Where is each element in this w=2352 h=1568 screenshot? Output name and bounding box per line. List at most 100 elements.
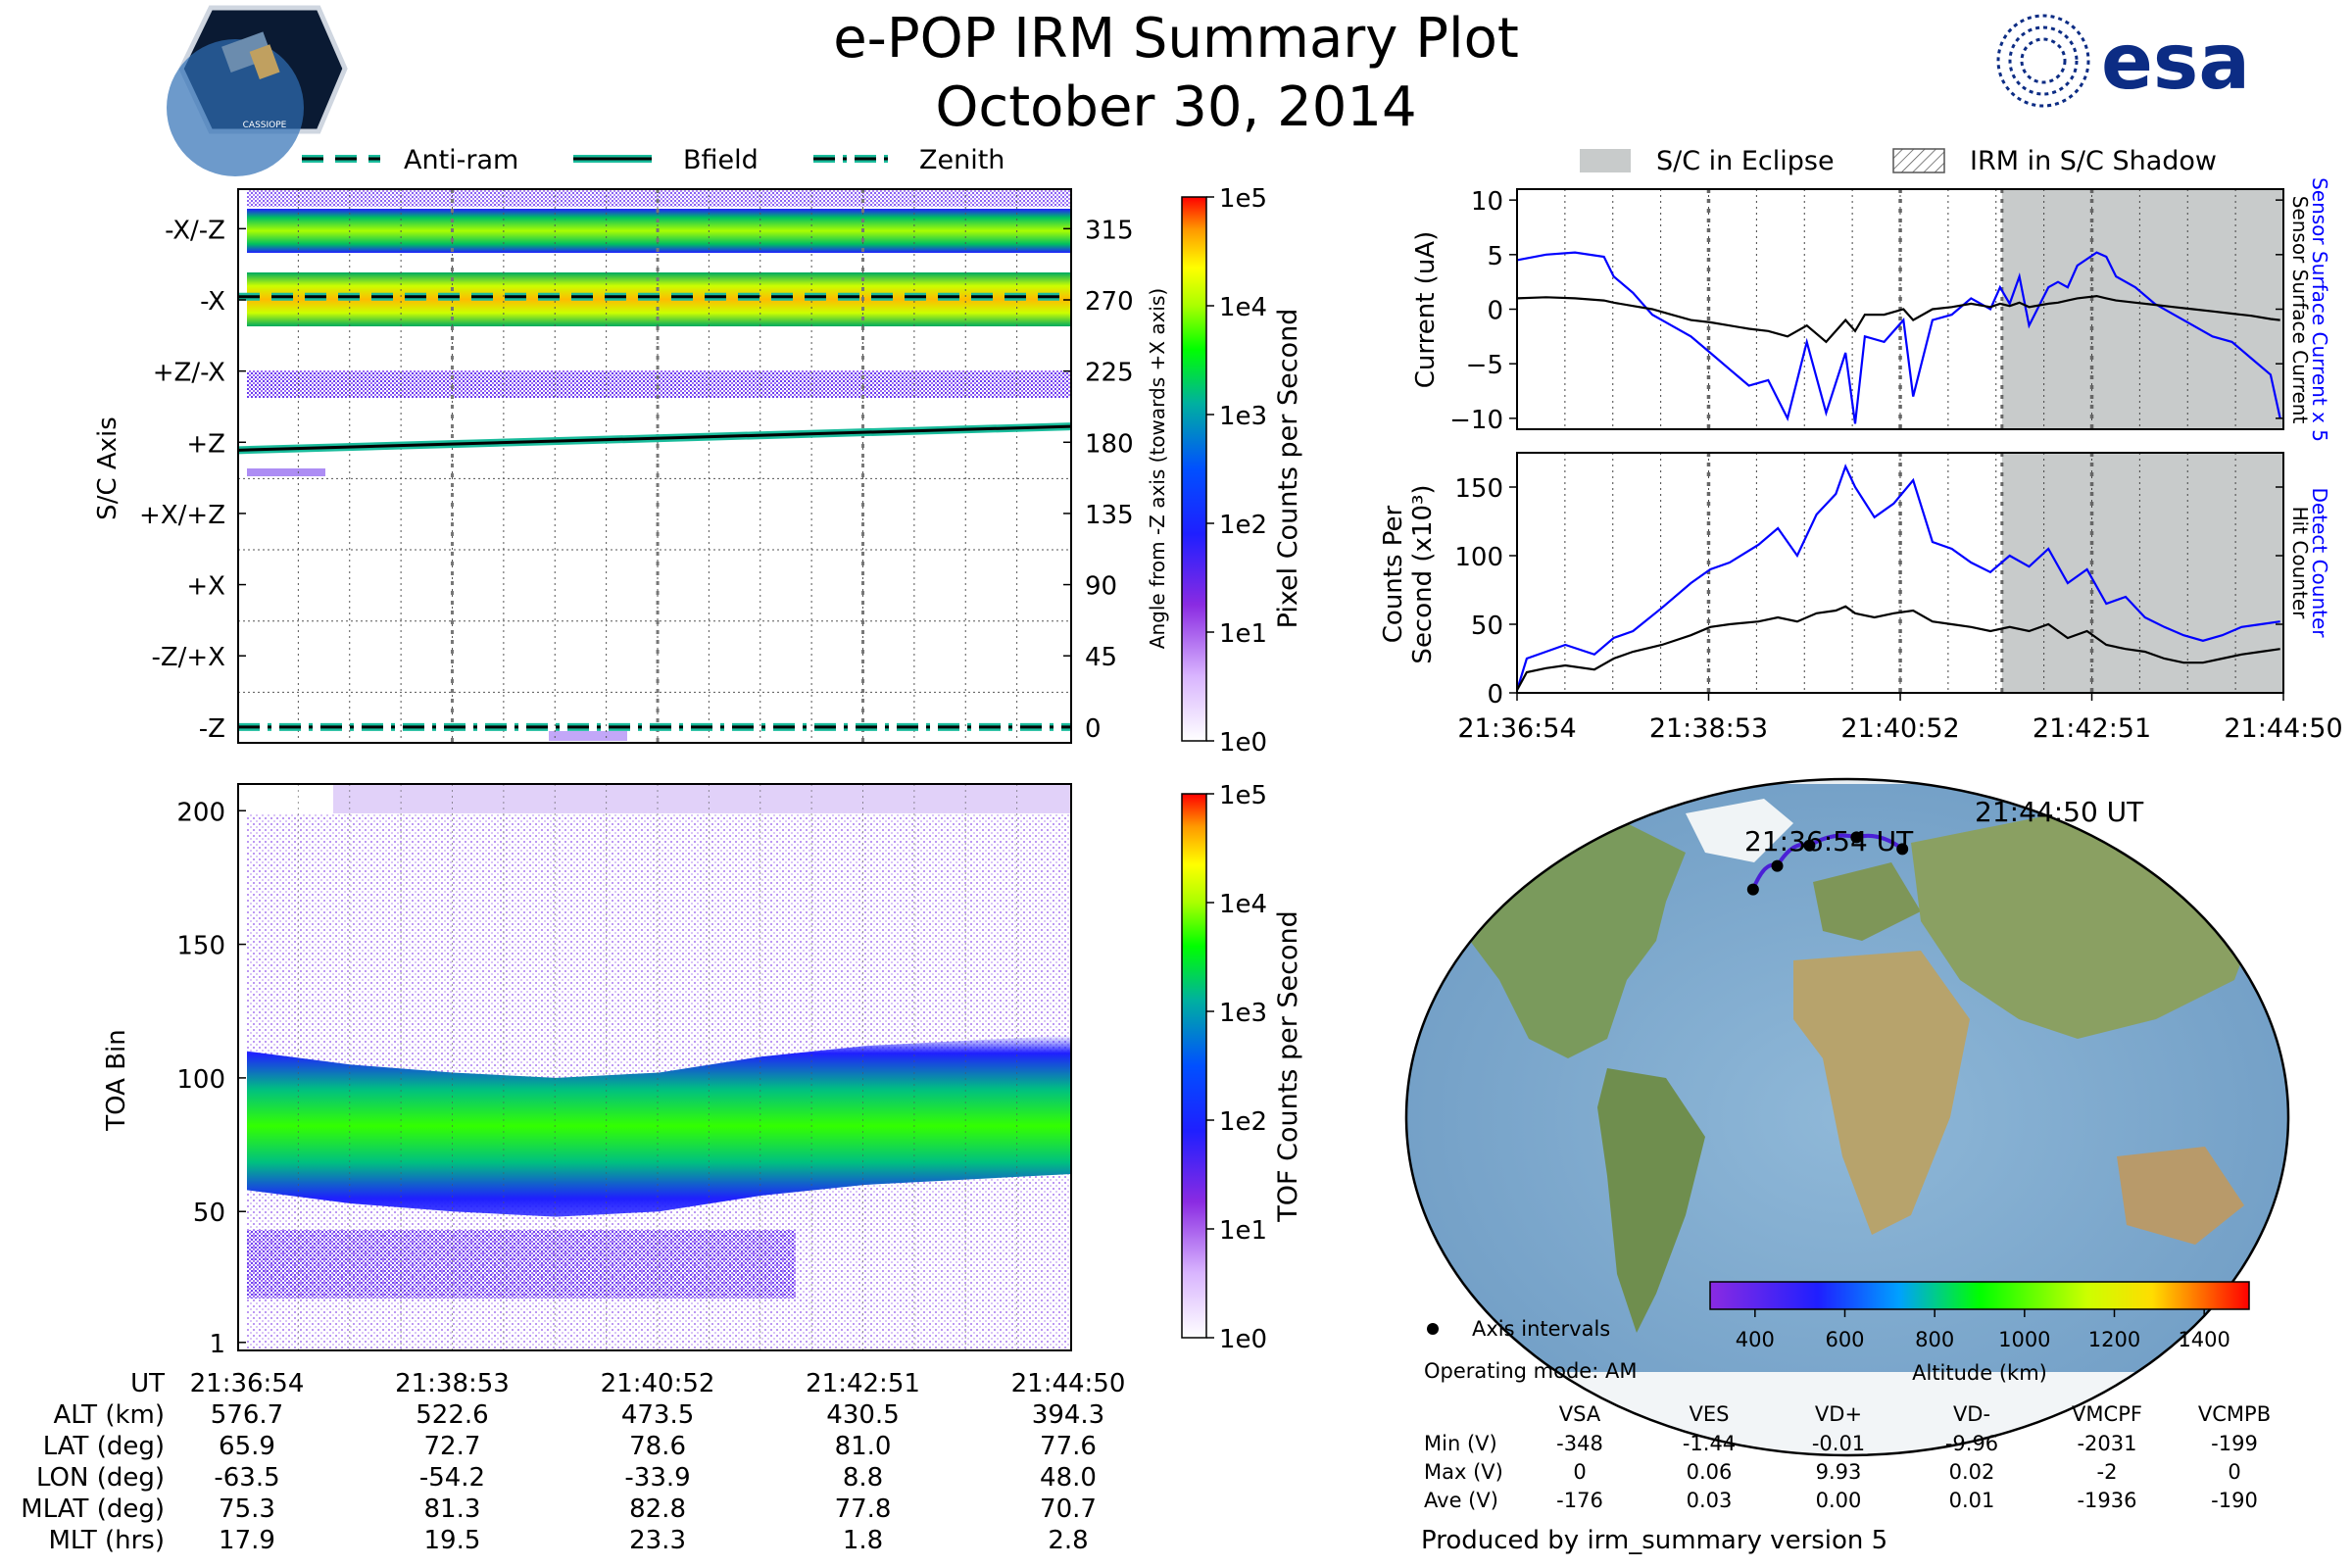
toa-main-band	[247, 1035, 1071, 1217]
voltage-row-label: Max (V)	[1424, 1460, 1503, 1484]
current-panel: 10 5 0 −5 −10 Current (uA) Sensor Surface Cu…	[1411, 177, 2331, 442]
cassiope-badge: CASSIOPE	[167, 5, 348, 176]
orbit-point	[1746, 883, 1759, 896]
current-series-line	[1516, 251, 2281, 424]
ephemeris-row-label: MLAT (deg)	[21, 1494, 165, 1524]
pixel-colorbar-ramp	[1181, 196, 1207, 742]
counts-ylabel-right-1: Detect Counter	[2308, 488, 2331, 639]
voltage-cell: 0.00	[1816, 1489, 1862, 1512]
toa-colorbar: 1e5 1e4 1e3 1e2 1e1 1e0 TOF Counts per Second	[1181, 781, 1303, 1354]
ephemeris-cell: 81.3	[424, 1494, 481, 1524]
counts-y-ticks: 150 100 50 0	[1454, 474, 2283, 710]
altitude-colorbar-ramp	[1709, 1281, 2250, 1310]
voltage-column-header: VD+	[1815, 1402, 1862, 1426]
voltage-row-label: Ave (V)	[1424, 1489, 1498, 1512]
voltage-cell: 0	[2228, 1460, 2240, 1484]
voltage-cell: -9.96	[1945, 1432, 1998, 1455]
ephemeris-cell: 21:38:53	[395, 1369, 510, 1398]
ephemeris-cell: 48.0	[1040, 1463, 1097, 1493]
pixel-line-bfield	[237, 424, 1072, 452]
page-title: e-POP IRM Summary Plot	[833, 7, 1519, 71]
counts-eclipse-shade	[2001, 453, 2283, 693]
pixel-colorbar-ticks: 1e5 1e4 1e3 1e2 1e1 1e0	[1206, 184, 1267, 758]
ephemeris-cell: 19.5	[424, 1526, 481, 1555]
pixel-panel: -X/-Z 315 -X 270 +Z/-X 225 +Z 180 +X/+Z 135 +X 90 -Z…	[93, 188, 1169, 744]
counts-x-tick-label: 21:36:54	[1457, 713, 1576, 744]
ephemeris-row-label: UT	[130, 1369, 165, 1398]
current-y-tick-label: 5	[1487, 242, 1503, 271]
legend-shadow-swatch	[1892, 148, 1945, 173]
orbit-end-label: 21:44:50 UT	[1975, 796, 2144, 828]
pixel-colorbar-tick-label: 1e3	[1219, 402, 1267, 431]
current-ylabel-right-2: Sensor Surface Current	[2288, 196, 2312, 424]
pixel-angle-tick-label: 135	[1085, 501, 1134, 530]
voltage-cell: -0.01	[1812, 1432, 1865, 1455]
toa-y-tick-label: 1	[209, 1330, 225, 1359]
ephemeris-cell: -54.2	[419, 1463, 485, 1493]
ephemeris-cell: -33.9	[624, 1463, 690, 1493]
current-y-tick-label: −10	[1449, 406, 1503, 435]
voltage-cell: 0.06	[1687, 1460, 1733, 1484]
toa-colorbar-tick-label: 1e3	[1219, 999, 1267, 1028]
altitude-tick-label: 1400	[2178, 1328, 2230, 1351]
ephemeris-cell: 81.0	[835, 1432, 892, 1461]
map-australia	[2117, 1147, 2244, 1245]
legend-bfield-label: Bfield	[683, 145, 759, 175]
operating-mode: Operating mode: AM	[1424, 1359, 1637, 1383]
voltage-row-label: Min (V)	[1424, 1432, 1497, 1455]
footer-block: Axis intervals Operating mode: AM VSA VES…	[1421, 1317, 2271, 1555]
counts-series-line	[1515, 464, 2280, 691]
voltage-column-header: VMCPF	[2072, 1402, 2142, 1426]
altitude-tick-label: 800	[1915, 1328, 1954, 1351]
right-legend: S/C in Eclipse IRM in S/C Shadow	[1580, 146, 2217, 176]
ephemeris-row-label: LAT (deg)	[43, 1432, 165, 1461]
toa-panel-frame	[237, 783, 1072, 1351]
toa-y-tick-label: 100	[176, 1065, 225, 1095]
current-series	[1516, 251, 2281, 424]
pixel-grid	[238, 189, 1071, 743]
pixel-axis-label: +Z	[186, 429, 225, 459]
axis-intervals-marker	[1427, 1323, 1439, 1335]
ephemeris-row-label: MLT (hrs)	[49, 1526, 166, 1555]
counts-x-tick-label: 21:38:53	[1649, 713, 1768, 744]
voltage-cell: -2	[2097, 1460, 2118, 1484]
voltage-column-header: VD-	[1953, 1402, 1990, 1426]
ephemeris-cell: 82.8	[629, 1494, 686, 1524]
toa-colorbar-tick-label: 1e5	[1219, 781, 1267, 810]
pixel-colorbar-tick-label: 1e2	[1219, 511, 1267, 540]
pixel-axis-label: -Z	[199, 714, 225, 744]
pixel-colorbar-tick-label: 1e5	[1219, 184, 1267, 214]
ephemeris-cell: 78.6	[629, 1432, 686, 1461]
altitude-colorbar: 400 600 800 1000 1200 1400 Altitude (km)	[1709, 1281, 2250, 1385]
pixel-panel-frame	[237, 188, 1072, 744]
altitude-tick-label: 1000	[1998, 1328, 2050, 1351]
pixel-colorbar-tick-label: 1e4	[1219, 293, 1267, 322]
toa-lower-band	[247, 1230, 796, 1298]
axis-intervals-label: Axis intervals	[1472, 1317, 1610, 1341]
ephemeris-cell: 65.9	[219, 1432, 275, 1461]
orbit-point	[1771, 859, 1784, 872]
pixel-heat-speck-2	[549, 731, 627, 741]
counts-x-ticks: 21:36:54 21:38:53 21:40:52 21:42:51 21:44:50	[1457, 693, 2343, 744]
pixel-ylabel: S/C Axis	[93, 416, 122, 520]
toa-colorbar-label: TOF Counts per Second	[1273, 910, 1303, 1223]
counts-y-tick-label: 100	[1454, 543, 1503, 572]
toa-y-tick-label: 150	[176, 932, 225, 961]
map-europe	[1813, 862, 1921, 941]
ephemeris-row-label: ALT (km)	[53, 1400, 165, 1430]
voltage-table: VSA VES VD+ VD- VMCPF VCMPB Min (V) -348 -1.44 -0…	[1424, 1402, 2271, 1512]
toa-y-tick-label: 200	[176, 798, 225, 827]
altitude-colorbar-ticks: 400 600 800 1000 1200 1400	[1736, 1309, 2230, 1351]
map-outline	[1404, 777, 2290, 1457]
toa-grid	[297, 784, 1018, 1350]
voltage-cell: -176	[1556, 1489, 1603, 1512]
pixel-ylabel-right: Angle from -Z axis (towards +X axis)	[1146, 288, 1169, 649]
ephemeris-cell: 77.6	[1040, 1432, 1097, 1461]
pixel-angle-tick-label: 180	[1085, 429, 1134, 459]
ephemeris-cell: 522.6	[416, 1400, 488, 1430]
orbit-points	[1746, 831, 1909, 896]
counts-x-tick-label: 21:44:50	[2224, 713, 2342, 744]
toa-colorbar-tick-label: 1e0	[1219, 1325, 1267, 1354]
toa-colorbar-ramp	[1181, 793, 1207, 1339]
